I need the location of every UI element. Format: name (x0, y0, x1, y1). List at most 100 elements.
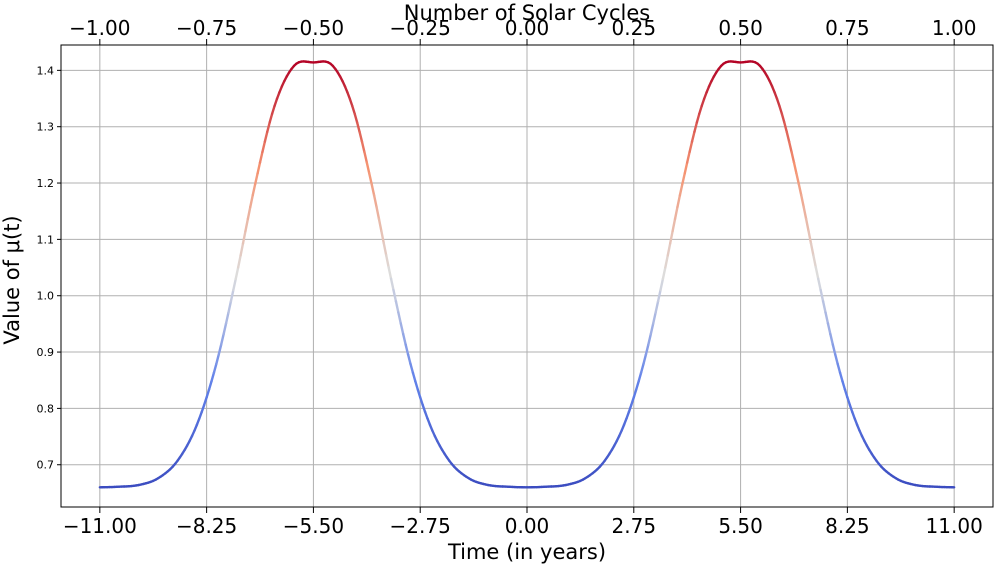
line-segment (627, 403, 633, 414)
line-segment (693, 121, 699, 133)
y-tick-label: 0.7 (37, 459, 55, 472)
line-segment (834, 353, 839, 366)
line-segment (838, 371, 844, 383)
line-segment (263, 130, 269, 143)
top-x-tick-label: −0.25 (390, 16, 451, 40)
line-segment (681, 172, 686, 186)
line-segment (780, 112, 786, 124)
line-segment (678, 182, 684, 197)
line-segment (202, 396, 208, 407)
line-segment (382, 242, 388, 257)
line-segment (217, 343, 223, 356)
line-segment (224, 311, 230, 325)
line-segment (664, 254, 669, 269)
line-segment (268, 112, 274, 124)
line-segment (232, 277, 237, 292)
line-segment (809, 242, 815, 257)
line-segment (666, 242, 672, 257)
line-segment (411, 371, 417, 383)
line-segment (416, 388, 422, 399)
line-segment (654, 300, 660, 314)
line-segment (402, 332, 407, 346)
line-segment (244, 217, 250, 233)
x-tick-label: 5.50 (718, 514, 763, 538)
line-segment (846, 396, 852, 407)
line-segment (831, 343, 837, 356)
x-tick-label: 0.00 (505, 514, 550, 538)
line-segment (797, 182, 803, 197)
line-segment (414, 380, 419, 391)
line-segment (355, 121, 361, 133)
line-segment (700, 97, 706, 108)
line-segment (630, 396, 635, 407)
line-segment (246, 205, 252, 221)
line-segment (212, 362, 218, 375)
top-x-tick-label: 1.00 (932, 16, 977, 40)
line-segment (656, 288, 662, 303)
line-segment (251, 182, 257, 197)
line-segment (399, 322, 405, 336)
line-segment (419, 396, 424, 407)
line-segment (389, 277, 395, 292)
line-segment (829, 332, 835, 346)
grid (61, 45, 993, 507)
x-axis: −11.00 −8.25 −5.50 −2.75 0.00 2.75 5.50 8.25 11.… (63, 507, 983, 538)
line-segment (266, 121, 271, 133)
top-x-tick-label: 0.50 (718, 16, 763, 40)
line-segment (775, 97, 781, 108)
y-axis-label: Value of μ(t) (0, 215, 24, 344)
line-segment (671, 217, 677, 233)
line-segment (792, 161, 798, 175)
line-segment (397, 311, 402, 325)
line-segment (219, 332, 225, 346)
x-tick-label: 2.75 (612, 514, 657, 538)
line-segment (394, 300, 400, 314)
line-segment (819, 288, 825, 303)
line-segment (273, 97, 279, 108)
top-x-tick-label: 0.00 (505, 16, 550, 40)
line-segment (817, 277, 822, 292)
line-segment (375, 205, 381, 221)
line-segment (637, 371, 643, 383)
line-segment (642, 353, 648, 366)
line-segment (253, 172, 259, 186)
line-segment (783, 121, 788, 133)
x-tick-label: 11.00 (926, 514, 983, 538)
line-segment (404, 343, 410, 356)
line-segment (802, 205, 808, 221)
line-segment (270, 104, 276, 115)
line-segment (661, 266, 667, 281)
line-segment (698, 104, 703, 115)
line-segment (676, 194, 682, 209)
y-axis: 0.7 0.8 0.9 1.0 1.1 1.2 1.3 1.4 (37, 64, 61, 472)
line-segment (652, 311, 657, 325)
line-segment (673, 205, 679, 221)
y-tick-label: 1.2 (37, 177, 55, 190)
line-segment (261, 140, 267, 154)
x-tick-label: −8.25 (176, 514, 237, 538)
line-segment (814, 266, 820, 281)
y-tick-label: 0.9 (37, 346, 55, 359)
top-x-axis: −1.00 −0.75 −0.50 −0.25 0.00 0.25 0.50 0.75 1.00 (69, 16, 976, 45)
y-tick-label: 1.4 (37, 64, 55, 77)
line-segment (632, 388, 638, 399)
line-segment (207, 380, 213, 391)
series-line (98, 60, 956, 489)
top-x-tick-label: 0.75 (825, 16, 870, 40)
line-segment (258, 150, 264, 164)
line-segment (360, 140, 366, 154)
line-segment (348, 97, 354, 108)
line-segment (826, 322, 832, 336)
line-segment (795, 172, 801, 186)
line-segment (787, 140, 793, 154)
line-segment (695, 112, 701, 124)
line-segment (644, 343, 650, 356)
line-segment (800, 194, 805, 209)
line-segment (256, 161, 262, 175)
line-segment (649, 322, 655, 336)
line-segment (241, 229, 247, 245)
line-segment (778, 104, 784, 115)
line-segment (387, 266, 393, 281)
line-segment (635, 380, 640, 391)
